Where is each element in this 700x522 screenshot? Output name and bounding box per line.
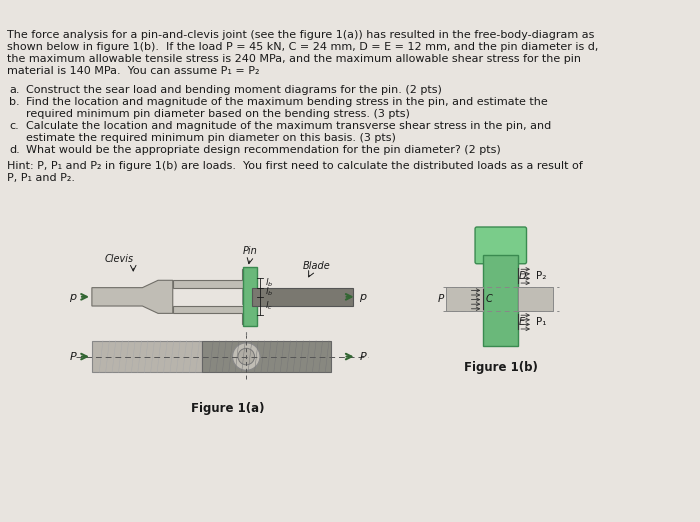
Text: P: P <box>438 294 444 304</box>
Text: Calculate the location and magnitude of the maximum transverse shear stress in t: Calculate the location and magnitude of … <box>26 121 551 132</box>
Text: a.: a. <box>9 86 20 96</box>
Text: What would be the appropriate design recommendation for the pin diameter? (2 pts: What would be the appropriate design rec… <box>26 145 500 155</box>
Bar <box>243 267 258 326</box>
Text: $l_b$: $l_b$ <box>265 277 273 289</box>
Text: D: D <box>518 271 526 281</box>
Bar <box>202 341 331 372</box>
Text: the maximum allowable tensile stress is 240 MPa, and the maximum allowable shear: the maximum allowable tensile stress is … <box>8 54 582 64</box>
Circle shape <box>232 343 260 370</box>
Text: material is 140 MPa.  You can assume P₁ = P₂: material is 140 MPa. You can assume P₁ =… <box>8 66 260 76</box>
Polygon shape <box>92 280 173 313</box>
Text: p: p <box>69 292 76 302</box>
Text: required minimum pin diameter based on the bending stress. (3 pts): required minimum pin diameter based on t… <box>26 110 409 120</box>
Bar <box>241 290 255 304</box>
Polygon shape <box>173 306 256 324</box>
Bar <box>518 287 553 311</box>
FancyBboxPatch shape <box>475 227 526 264</box>
Text: Hint: P, P₁ and P₂ in figure 1(b) are loads.  You first need to calculate the di: Hint: P, P₁ and P₂ in figure 1(b) are lo… <box>8 161 583 171</box>
Text: P: P <box>69 351 76 362</box>
Text: Find the location and magnitude of the maximum bending stress in the pin, and es: Find the location and magnitude of the m… <box>26 98 547 108</box>
Text: b.: b. <box>9 98 20 108</box>
Text: $l_b$: $l_b$ <box>265 286 273 299</box>
Text: E: E <box>518 317 524 327</box>
Text: d.: d. <box>9 145 20 155</box>
Text: P, P₁ and P₂.: P, P₁ and P₂. <box>8 173 76 183</box>
Text: Pin: Pin <box>243 246 258 256</box>
Bar <box>483 255 518 347</box>
Bar <box>252 288 353 306</box>
Text: Figure 1(b): Figure 1(b) <box>464 361 538 374</box>
Text: Construct the sear load and bending moment diagrams for the pin. (2 pts): Construct the sear load and bending mome… <box>26 86 442 96</box>
Text: P₁: P₁ <box>536 317 546 327</box>
Polygon shape <box>173 269 256 288</box>
Bar <box>446 287 483 311</box>
Text: shown below in figure 1(b).  If the load P = 45 kN, C = 24 mm, D = E = 12 mm, an: shown below in figure 1(b). If the load … <box>8 42 598 52</box>
Text: The force analysis for a pin-and-clevis joint (see the figure 1(a)) has resulted: The force analysis for a pin-and-clevis … <box>8 30 595 40</box>
Text: estimate the required minimum pin diameter on this basis. (3 pts): estimate the required minimum pin diamet… <box>26 133 395 143</box>
Text: Figure 1(a): Figure 1(a) <box>191 401 265 414</box>
Text: P: P <box>359 351 366 362</box>
Bar <box>92 341 202 372</box>
Text: C: C <box>485 294 492 304</box>
Text: Clevis: Clevis <box>105 254 134 264</box>
Circle shape <box>238 348 255 365</box>
Text: Blade: Blade <box>303 261 331 271</box>
Text: $l_c$: $l_c$ <box>265 300 272 312</box>
Text: p: p <box>359 292 366 302</box>
Text: c.: c. <box>9 121 19 132</box>
Text: P₂: P₂ <box>536 271 546 281</box>
